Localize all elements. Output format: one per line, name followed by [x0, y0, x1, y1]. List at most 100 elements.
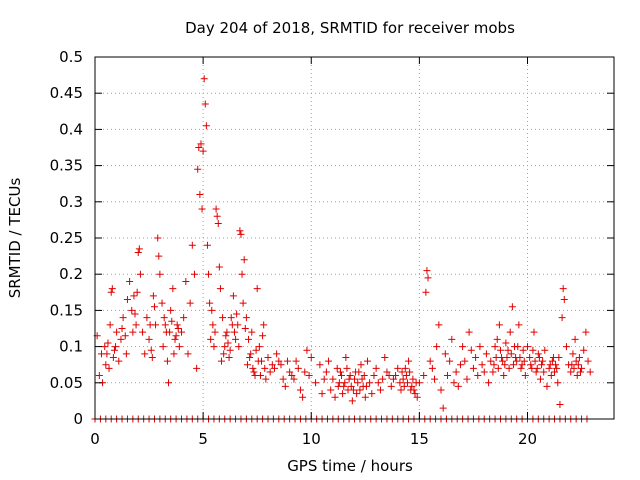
- data-point: [190, 270, 198, 278]
- x-tick-label: 20: [518, 430, 537, 448]
- data-point: [433, 343, 441, 351]
- data-point: [109, 353, 117, 361]
- x-tick-label: 10: [302, 430, 321, 448]
- data-point: [343, 364, 351, 372]
- data-point: [352, 368, 360, 376]
- data-point: [143, 314, 151, 322]
- data-point: [519, 346, 527, 354]
- data-point: [520, 357, 528, 365]
- data-point: [452, 368, 460, 376]
- data-point: [242, 314, 250, 322]
- data-point: [515, 321, 523, 329]
- data-point: [169, 285, 177, 293]
- x-tick-label: 5: [198, 430, 208, 448]
- data-point: [200, 75, 208, 83]
- data-point: [245, 335, 253, 343]
- data-point: [149, 292, 157, 300]
- data-point: [327, 386, 335, 394]
- data-point: [456, 361, 464, 369]
- y-tick-label: 0.2: [59, 265, 83, 283]
- data-point: [216, 285, 224, 293]
- data-point: [148, 353, 156, 361]
- data-point: [107, 288, 115, 296]
- data-point: [268, 361, 276, 369]
- data-point: [376, 386, 384, 394]
- data-point: [509, 361, 517, 369]
- data-point: [567, 368, 575, 376]
- data-point: [208, 306, 216, 314]
- x-axis-label: GPS time / hours: [287, 457, 413, 475]
- y-tick-label: 0.5: [59, 48, 83, 66]
- data-point: [570, 364, 578, 372]
- data-point: [406, 368, 414, 376]
- data-point: [578, 364, 586, 372]
- data-point: [551, 368, 559, 376]
- data-point: [292, 357, 300, 365]
- data-point: [173, 321, 181, 329]
- data-point: [246, 353, 254, 361]
- data-point: [541, 346, 549, 354]
- data-point: [198, 205, 206, 213]
- data-point: [136, 270, 144, 278]
- data-point: [538, 361, 546, 369]
- data-point: [569, 350, 577, 358]
- data-point: [392, 372, 400, 380]
- data-point: [320, 375, 328, 383]
- data-point: [411, 390, 419, 398]
- data-point: [485, 379, 493, 387]
- data-point: [426, 357, 434, 365]
- data-point: [348, 397, 356, 405]
- data-point: [126, 277, 134, 285]
- data-point: [547, 372, 555, 380]
- data-point: [505, 364, 513, 372]
- data-point: [213, 212, 221, 220]
- data-point: [443, 372, 451, 380]
- data-point: [514, 343, 522, 351]
- data-point: [230, 328, 238, 336]
- data-point: [249, 364, 257, 372]
- data-point: [546, 361, 554, 369]
- data-point: [580, 346, 588, 354]
- data-point: [532, 368, 540, 376]
- data-point: [103, 350, 111, 358]
- data-point: [247, 350, 255, 358]
- data-point: [113, 328, 121, 336]
- data-point: [338, 372, 346, 380]
- data-point: [556, 401, 564, 409]
- data-point: [279, 375, 287, 383]
- data-point: [199, 147, 207, 155]
- data-point: [358, 375, 366, 383]
- data-point: [232, 335, 240, 343]
- data-point: [383, 368, 391, 376]
- data-point: [502, 339, 510, 347]
- data-point: [490, 361, 498, 369]
- data-point: [123, 296, 131, 304]
- data-point: [255, 343, 263, 351]
- data-point: [212, 205, 220, 213]
- data-point: [558, 314, 566, 322]
- data-point: [180, 314, 188, 322]
- data-point: [379, 375, 387, 383]
- data-point: [491, 343, 499, 351]
- data-point: [575, 353, 583, 361]
- data-point: [316, 361, 324, 369]
- data-point: [535, 353, 543, 361]
- data-point: [524, 343, 531, 351]
- data-point: [241, 325, 249, 332]
- data-point: [211, 328, 219, 336]
- data-point: [118, 325, 126, 332]
- data-point: [572, 357, 580, 365]
- data-point: [281, 382, 289, 390]
- data-point: [526, 353, 534, 361]
- data-point: [472, 353, 480, 361]
- data-point: [132, 321, 140, 329]
- data-point: [487, 357, 495, 365]
- data-point: [360, 372, 368, 380]
- data-point: [175, 343, 183, 351]
- data-point: [398, 368, 406, 376]
- data-point: [106, 321, 114, 329]
- data-point: [422, 288, 430, 296]
- data-point: [108, 285, 116, 293]
- data-point: [130, 292, 138, 300]
- y-tick-label: 0.45: [50, 84, 83, 102]
